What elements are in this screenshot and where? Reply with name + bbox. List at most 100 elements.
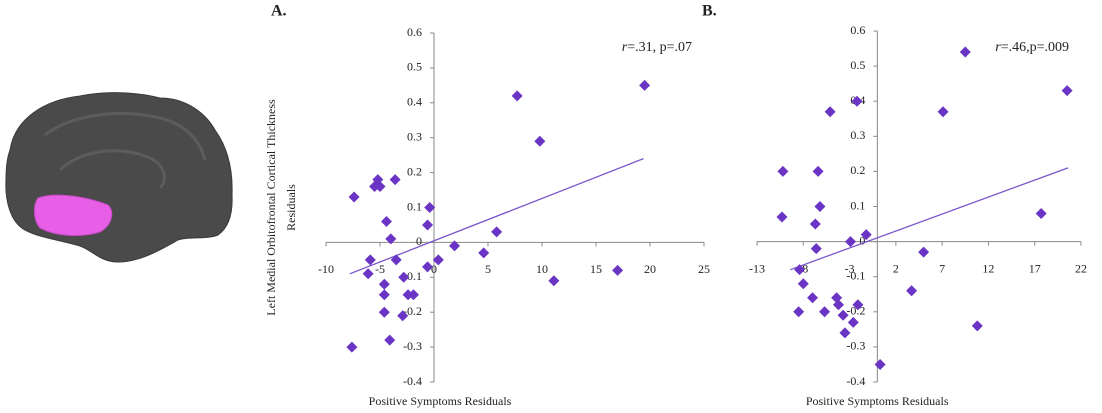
data-point xyxy=(390,254,402,266)
y-tick-label: 0.1 xyxy=(407,199,422,213)
y-tick-label: 0 xyxy=(859,233,865,247)
data-point xyxy=(346,341,358,353)
data-point xyxy=(794,264,806,276)
data-point xyxy=(839,327,851,339)
data-point xyxy=(397,310,409,322)
data-point xyxy=(389,174,401,186)
data-point xyxy=(959,46,971,58)
y-tick-label: -0.1 xyxy=(403,269,422,283)
data-point xyxy=(362,268,374,280)
data-point xyxy=(971,320,983,332)
annotation-stats: =.46,p=.009 xyxy=(1001,40,1069,55)
x-axis-label: Positive Symptoms Residuals xyxy=(806,394,949,408)
x-tick-label: 5 xyxy=(485,262,491,276)
data-point xyxy=(348,191,360,203)
y-tick-label: -0.4 xyxy=(846,374,865,388)
y-tick-label: -0.1 xyxy=(846,268,865,282)
y-tick-label: -0.3 xyxy=(846,339,865,353)
y-tick-label: 0.1 xyxy=(850,198,865,212)
data-point xyxy=(852,299,864,311)
data-point xyxy=(534,135,546,147)
data-point xyxy=(398,271,410,283)
y-tick-label: 0.6 xyxy=(407,25,422,39)
data-point xyxy=(819,306,831,318)
data-point xyxy=(374,181,386,193)
data-point xyxy=(491,226,503,238)
annotation: r=.46,p=.009 xyxy=(995,40,1069,55)
annotation-stats: =.31, p=.07 xyxy=(627,40,692,55)
x-tick-label: 22 xyxy=(1075,261,1087,275)
x-tick-label: 15 xyxy=(590,262,602,276)
data-point xyxy=(851,95,863,107)
data-point xyxy=(407,289,419,301)
data-point xyxy=(639,79,651,91)
panel-label: B. xyxy=(702,3,717,20)
data-point xyxy=(378,278,390,290)
y-tick-label: -0.2 xyxy=(403,304,422,318)
y-tick-label: 0.5 xyxy=(407,60,422,74)
x-tick-label: 12 xyxy=(982,261,994,275)
x-tick-label: 20 xyxy=(644,262,656,276)
annotation-r: r xyxy=(995,40,1001,55)
data-point xyxy=(422,219,434,231)
trend-line xyxy=(349,158,644,275)
data-point xyxy=(1061,85,1073,97)
panel-label: A. xyxy=(271,3,287,20)
x-tick-label: -5 xyxy=(375,262,385,276)
data-point xyxy=(860,229,872,241)
y-tick-label: -0.3 xyxy=(403,339,422,353)
x-tick-label: 2 xyxy=(893,261,899,275)
data-point xyxy=(777,165,789,177)
y-tick-label: -0.4 xyxy=(403,374,422,388)
data-point xyxy=(1035,208,1047,220)
data-point xyxy=(422,261,434,273)
y-tick-label: 0.2 xyxy=(850,163,865,177)
y-tick-label: 0.3 xyxy=(407,129,422,143)
x-tick-label: 10 xyxy=(536,262,548,276)
data-point xyxy=(384,334,396,346)
data-point xyxy=(837,309,849,321)
data-point xyxy=(847,316,859,328)
data-point xyxy=(812,165,824,177)
data-point xyxy=(937,106,949,118)
y-tick-label: 0.2 xyxy=(407,164,422,178)
data-point xyxy=(378,306,390,318)
y-tick-label: 0.3 xyxy=(850,128,865,142)
data-point xyxy=(511,90,523,102)
data-point xyxy=(612,264,624,276)
data-point xyxy=(814,201,826,212)
y-axis-label: Residuals xyxy=(284,184,298,231)
data-point xyxy=(385,233,397,245)
trend-line xyxy=(790,167,1069,271)
annotation: r=.31, p=.07 xyxy=(622,40,692,55)
data-point xyxy=(797,278,809,290)
y-axis-label: Left Medial Orbitofrontal Cortical Thick… xyxy=(264,99,278,316)
y-tick-label: 0.5 xyxy=(850,58,865,72)
data-point xyxy=(364,254,376,266)
data-point xyxy=(378,289,390,301)
data-point xyxy=(449,240,461,252)
data-point xyxy=(906,285,918,297)
data-point xyxy=(424,202,436,213)
x-tick-label: 17 xyxy=(1029,261,1041,275)
data-point xyxy=(776,211,788,223)
data-point xyxy=(874,358,886,370)
data-point xyxy=(793,306,805,318)
data-point xyxy=(809,218,821,230)
data-point xyxy=(824,106,836,118)
data-point xyxy=(548,275,560,287)
data-point xyxy=(918,246,930,258)
annotation-r: r xyxy=(622,40,628,55)
y-tick-label: 0.6 xyxy=(850,23,865,37)
y-tick-label: 0 xyxy=(416,234,422,248)
data-point xyxy=(380,215,392,227)
x-tick-label: 0 xyxy=(431,262,437,276)
y-tick-label: 0.4 xyxy=(407,95,422,109)
data-point xyxy=(810,243,822,255)
data-point xyxy=(432,254,444,266)
data-point xyxy=(844,236,856,248)
data-point xyxy=(807,292,819,304)
x-axis-label: Positive Symptoms Residuals xyxy=(369,394,512,408)
x-tick-label: -13 xyxy=(749,261,765,275)
